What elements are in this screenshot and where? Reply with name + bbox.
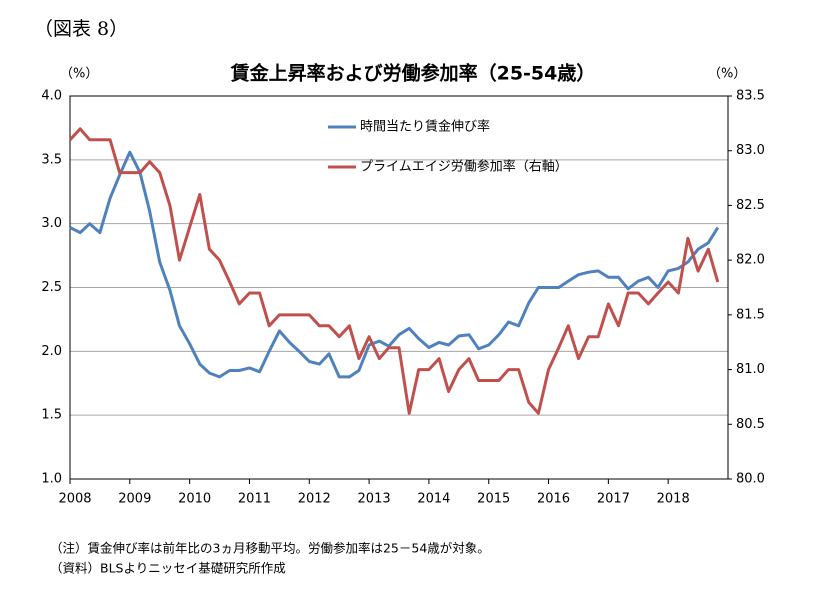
y-tick-label: 3.0 bbox=[41, 216, 62, 231]
legend-label: 時間当たり賃金伸び率 bbox=[360, 119, 490, 135]
x-tick-label: 2016 bbox=[537, 492, 570, 507]
y-tick-label: 1.5 bbox=[41, 408, 62, 423]
data-line bbox=[68, 127, 720, 415]
x-tick-label: 2015 bbox=[477, 492, 510, 507]
data-line bbox=[69, 150, 720, 379]
x-tick-label: 2008 bbox=[58, 492, 91, 507]
x-tick-label: 2018 bbox=[657, 492, 690, 507]
y2-tick-label: 80.5 bbox=[736, 417, 765, 432]
y2-tick-label: 83.0 bbox=[736, 143, 765, 158]
y2-axis-label: （%） bbox=[708, 67, 746, 82]
note: （注）賃金伸び率は前年比の3ヵ月移動平均。労働参加率は25－54歳が対象。 bbox=[50, 541, 490, 556]
y2-tick-label: 81.0 bbox=[736, 362, 765, 377]
y-tick-label: 4.0 bbox=[41, 89, 62, 104]
x-tick-label: 2011 bbox=[238, 492, 271, 507]
y2-tick-label: 82.0 bbox=[736, 253, 765, 268]
x-tick-label: 2012 bbox=[298, 492, 331, 507]
x-tick-label: 2009 bbox=[118, 492, 151, 507]
x-tick-label: 2010 bbox=[178, 492, 211, 507]
y2-tick-label: 82.5 bbox=[736, 198, 765, 213]
y2-tick-label: 81.5 bbox=[736, 307, 765, 322]
y-axis-label: （%） bbox=[60, 67, 98, 82]
plot-frame bbox=[69, 95, 729, 480]
note: （資料）BLSよりニッセイ基礎研究所作成 bbox=[50, 561, 286, 576]
y-tick-label: 2.5 bbox=[41, 280, 62, 295]
y2-tick-label: 83.5 bbox=[736, 89, 765, 104]
x-tick-label: 2013 bbox=[358, 492, 391, 507]
legend-label: プライムエイジ労働参加率（右軸） bbox=[360, 159, 568, 175]
x-tick-label: 2017 bbox=[597, 492, 630, 507]
y-tick-label: 3.5 bbox=[41, 152, 62, 167]
y-tick-label: 2.0 bbox=[41, 344, 62, 359]
y2-tick-label: 80.0 bbox=[736, 472, 765, 487]
figure-label: （図表 8） bbox=[34, 18, 128, 40]
y-tick-label: 1.0 bbox=[41, 472, 62, 487]
x-tick-label: 2014 bbox=[417, 492, 450, 507]
chart-title: 賃金上昇率および労働参加率（25-54歳） bbox=[230, 62, 596, 85]
